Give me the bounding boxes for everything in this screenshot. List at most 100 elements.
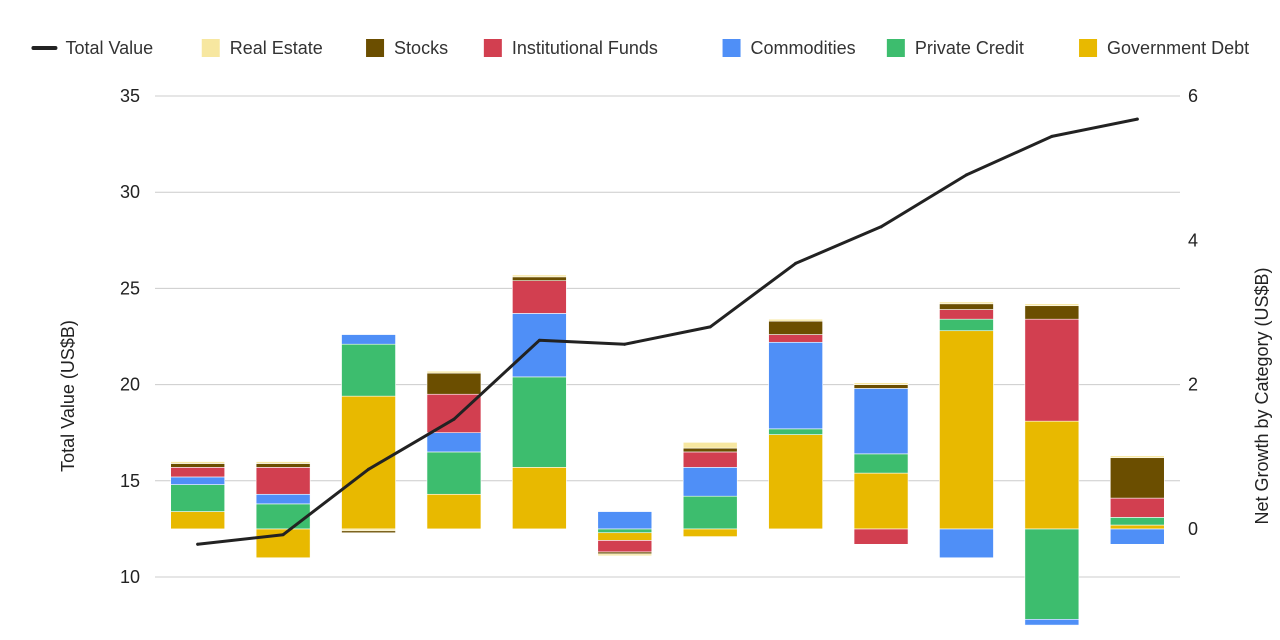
bar-stack	[341, 334, 396, 534]
bar-stack	[939, 301, 994, 559]
bar-segment	[597, 540, 653, 553]
bar-segment	[597, 532, 653, 541]
bar-segment	[939, 309, 994, 320]
bar-segment	[512, 376, 567, 468]
bar-segment	[170, 461, 226, 464]
line-point	[452, 417, 456, 421]
bar-segment	[597, 528, 653, 534]
bar-segment	[512, 280, 567, 314]
left-tick-label: 25	[120, 278, 140, 298]
line-point	[281, 533, 285, 537]
line-point	[708, 325, 712, 329]
line-point	[1050, 134, 1054, 138]
bar-segment	[426, 451, 482, 495]
bar-segment	[426, 372, 482, 395]
bar-segment	[768, 318, 823, 322]
bar-segment	[682, 495, 738, 530]
right-tick-label: 4	[1188, 230, 1198, 250]
bar-stack	[597, 511, 653, 557]
legend-swatch	[1079, 39, 1098, 57]
bar-segment	[170, 463, 226, 468]
bar-segment	[597, 511, 653, 530]
bar-segment	[682, 447, 738, 453]
bar-segment	[1024, 318, 1080, 422]
bar-segment	[682, 528, 738, 537]
bar-segment	[341, 343, 396, 397]
bar-segment	[939, 301, 994, 305]
total-value-line-layer	[196, 117, 1139, 546]
legend-item: Stocks	[366, 38, 448, 58]
right-tick-label: 6	[1188, 86, 1198, 106]
bar-segment	[768, 428, 823, 435]
bar-segment	[426, 432, 482, 453]
bar-segment	[255, 467, 311, 495]
bar-segment	[255, 503, 311, 530]
legend-swatch	[201, 39, 220, 57]
legend-label: Stocks	[394, 38, 448, 58]
bar-segment	[341, 334, 396, 345]
bar-segment	[1109, 528, 1165, 545]
left-axis-ticks: 10 15 20 25 30 35	[120, 86, 140, 587]
legend-label: Real Estate	[230, 38, 323, 58]
bar-segment	[853, 453, 909, 474]
legend-label: Total Value	[65, 38, 153, 58]
bar-segment	[512, 276, 567, 282]
bar-segment	[426, 370, 482, 374]
bar-stack	[768, 318, 823, 530]
bars	[170, 274, 1165, 626]
legend-item: Real Estate	[201, 38, 323, 58]
legend: Total Value Real Estate Stocks Institutiona…	[31, 38, 1249, 58]
left-tick-label: 10	[120, 567, 140, 587]
bar-segment	[341, 395, 396, 530]
bar-segment	[939, 318, 994, 332]
line-point	[794, 261, 798, 265]
line-point	[964, 173, 968, 177]
bar-segment	[1109, 457, 1165, 499]
legend-swatch	[886, 39, 905, 57]
legend-swatch	[722, 39, 741, 57]
left-tick-label: 20	[120, 375, 140, 395]
bar-stack	[1024, 303, 1080, 626]
legend-label: Commodities	[751, 38, 856, 58]
bar-stack	[682, 442, 738, 537]
legend-swatch	[483, 39, 502, 57]
right-tick-label: 0	[1188, 519, 1198, 539]
bar-segment	[768, 320, 823, 335]
bar-segment	[939, 330, 994, 530]
bar-stack	[512, 274, 567, 530]
bar-segment	[170, 484, 226, 512]
bar-segment	[170, 467, 226, 478]
bar-segment	[170, 511, 226, 530]
right-tick-label: 2	[1188, 375, 1198, 395]
legend-swatch	[366, 39, 385, 57]
legend-item: Commodities	[722, 38, 856, 58]
right-axis-title: Net Growth by Category (US$B)	[1252, 267, 1272, 524]
bar-segment	[682, 467, 738, 497]
bar-segment	[1024, 420, 1080, 530]
bar-segment	[255, 461, 311, 464]
bar-segment	[1024, 619, 1080, 626]
bar-segment	[512, 274, 567, 278]
bar-segment	[1024, 528, 1080, 620]
bar-segment	[682, 442, 738, 449]
left-tick-label: 15	[120, 471, 140, 491]
bar-segment	[512, 313, 567, 378]
bar-segment	[853, 384, 909, 389]
bar-stack	[170, 461, 226, 530]
bar-segment	[255, 463, 311, 468]
bar-stack	[853, 382, 909, 545]
line-point	[623, 342, 627, 346]
bar-segment	[853, 528, 909, 545]
legend-label: Institutional Funds	[512, 38, 658, 58]
legend-item: Total Value	[31, 38, 153, 58]
bar-stack	[426, 370, 482, 530]
bar-segment	[512, 467, 567, 530]
legend-item: Institutional Funds	[483, 38, 658, 58]
line-point	[537, 338, 541, 342]
line-point	[879, 225, 883, 229]
bar-segment	[768, 334, 823, 343]
bar-segment	[1024, 303, 1080, 307]
left-axis-title: Total Value (US$B)	[58, 320, 78, 472]
bar-segment	[939, 303, 994, 310]
